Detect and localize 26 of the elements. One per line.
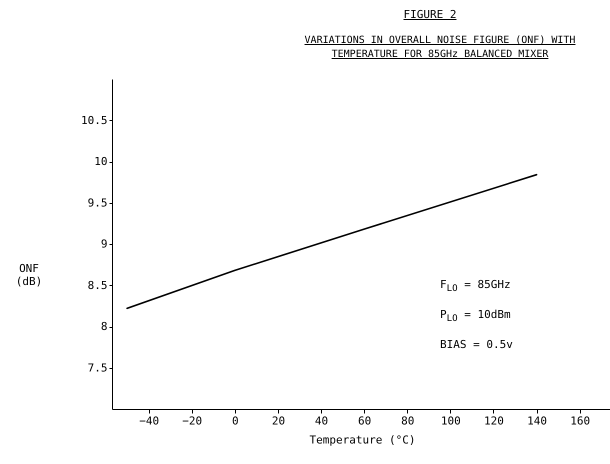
annotation: BIAS = 0.5v [440, 338, 513, 352]
x-tick-label: 20 [272, 414, 286, 428]
x-tick-label: 60 [358, 414, 372, 428]
y-tick-label: 10 [94, 155, 108, 168]
y-tick-label: 10.5 [81, 114, 108, 127]
line-series [126, 174, 538, 310]
x-tick-label: 160 [570, 414, 590, 428]
y-tick-label: 8 [100, 320, 108, 333]
chart-subtitle: VARIATIONS IN OVERALL NOISE FIGURE (ONF) WITH TEMPERATURE FOR 85GHz BALANCED MIXER [304, 34, 576, 62]
x-tick-label: 0 [232, 414, 239, 428]
x-tick-label: 100 [440, 414, 461, 428]
x-tick-label: 140 [527, 414, 548, 428]
y-axis-title: ONF (dB) [14, 262, 44, 288]
y-tick-label: 7.5 [88, 361, 108, 374]
x-tick-label: −20 [182, 414, 202, 428]
y-tick-label: 9 [100, 238, 108, 250]
y-tick-label: 8.5 [88, 278, 108, 292]
x-tick-label: −40 [139, 414, 160, 428]
y-tick-label: 9.5 [88, 196, 108, 210]
chart-title: FIGURE 2 [402, 8, 458, 21]
x-tick-label: 80 [401, 414, 414, 428]
x-tick-label: 40 [314, 414, 328, 428]
x-tick-label: 120 [484, 414, 504, 428]
x-axis-title: Temperature (°C) [310, 434, 416, 446]
annotation: P$_{LO}$ = 10dBm [440, 308, 512, 324]
annotation: F$_{LO}$ = 85GHz [440, 278, 512, 294]
